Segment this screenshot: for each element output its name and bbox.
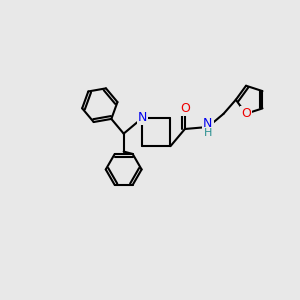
Text: N: N	[138, 112, 147, 124]
Text: N: N	[203, 117, 212, 130]
Text: O: O	[241, 107, 251, 120]
Text: H: H	[204, 128, 212, 138]
Text: O: O	[180, 102, 190, 115]
